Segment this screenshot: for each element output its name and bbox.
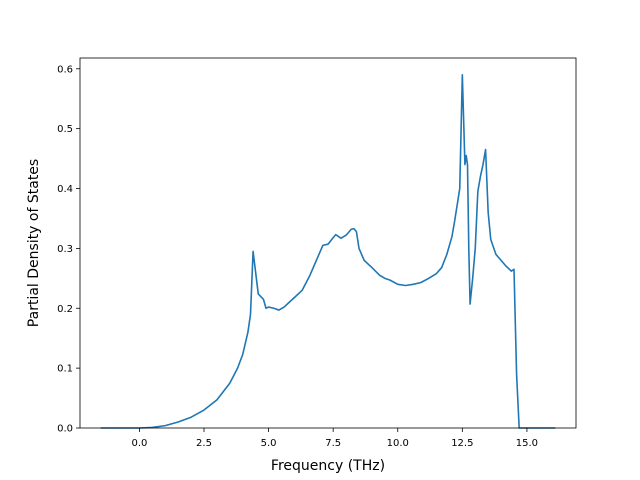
y-tick-label: 0.4 <box>57 184 73 195</box>
x-tick-label: 15.0 <box>516 438 538 449</box>
y-tick-label: 0.6 <box>57 64 73 75</box>
x-tick-label: 10.0 <box>387 438 409 449</box>
line-layer <box>100 73 556 429</box>
y-tick-label: 0.0 <box>57 424 73 435</box>
plot-frame <box>79 57 577 429</box>
x-ticks: 0.0 2.5 5.0 7.5 10.0 12.5 15.0 <box>131 428 538 449</box>
y-axis-label: Partial Density of States <box>26 159 42 327</box>
x-tick-label: 7.5 <box>325 438 341 449</box>
y-tick-label: 0.2 <box>57 304 73 315</box>
y-tick-label: 0.3 <box>57 244 73 255</box>
y-tick-label: 0.1 <box>57 364 73 375</box>
y-ticks: 0.0 0.1 0.2 0.3 0.4 0.5 0.6 <box>57 64 80 435</box>
series-line-0 <box>100 73 556 429</box>
y-tick-label: 0.5 <box>57 124 73 135</box>
x-tick-label: 2.5 <box>196 438 212 449</box>
x-axis-label: Frequency (THz) <box>271 458 385 474</box>
x-tick-label: 12.5 <box>451 438 473 449</box>
x-tick-label: 5.0 <box>261 438 277 449</box>
x-tick-label: 0.0 <box>131 438 147 449</box>
